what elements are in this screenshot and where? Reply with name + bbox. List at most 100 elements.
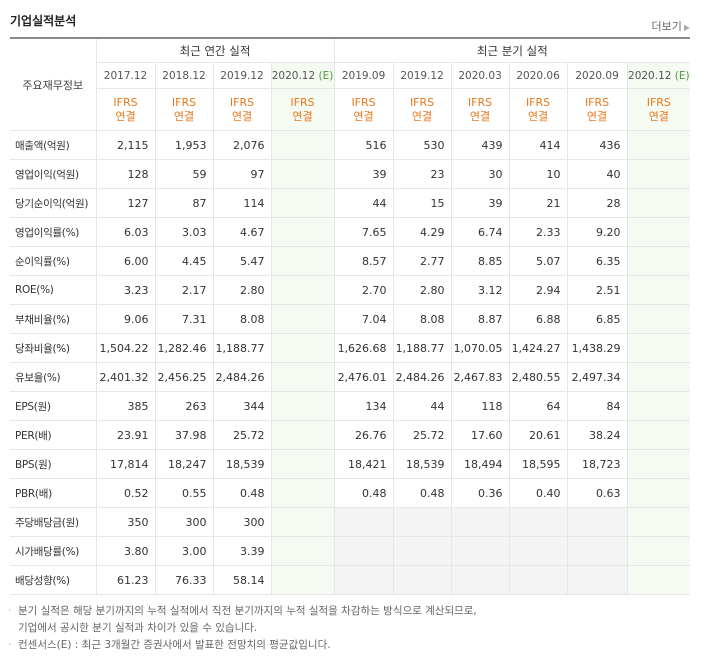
cell: 97 xyxy=(212,159,272,189)
row-label: 당기순이익(억원) xyxy=(10,188,97,218)
standard: IFRS xyxy=(646,95,671,109)
cell: 8.85 xyxy=(450,246,510,276)
standard: 연결 xyxy=(173,109,195,123)
cell: 87 xyxy=(154,188,214,218)
cell: 2,401.32 xyxy=(95,362,156,392)
cell: 0.36 xyxy=(450,478,510,508)
empty-cell xyxy=(626,420,691,450)
empty-cell xyxy=(626,130,691,160)
estimate-mark: (E) xyxy=(674,69,690,82)
data-row: 매출액(억원) 2,115 1,953 2,076 516 530 439 414 436 xyxy=(10,130,691,160)
empty-cell xyxy=(566,507,628,537)
standard: 연결 xyxy=(115,109,136,123)
cell: 38.24 xyxy=(566,420,628,450)
cell: 5.47 xyxy=(212,246,272,276)
cell: 6.74 xyxy=(450,217,510,247)
cell: 26.76 xyxy=(333,420,394,450)
cell: 0.55 xyxy=(154,478,214,508)
empty-cell xyxy=(270,507,335,537)
period-header: 2017.12 xyxy=(96,62,156,89)
standard-header: IFRS 연결 xyxy=(96,88,156,131)
empty-cell xyxy=(270,275,335,305)
cell: 18,421 xyxy=(333,449,394,479)
standard-header: IFRS 연결 xyxy=(626,88,691,131)
cell: 3.03 xyxy=(154,217,214,247)
period: 2020.03 xyxy=(458,69,502,82)
cell: 18,247 xyxy=(154,449,214,479)
cell: 28 xyxy=(566,188,628,218)
empty-cell xyxy=(450,507,510,537)
cell: 23 xyxy=(392,159,452,189)
empty-cell xyxy=(392,536,452,566)
more-text[interactable]: 더보기 xyxy=(651,20,682,33)
period-header: 2020.06 xyxy=(508,62,568,89)
empty-cell xyxy=(270,478,335,508)
empty-cell xyxy=(626,246,691,276)
row-label: 당좌비율(%) xyxy=(10,333,97,363)
cell: 127 xyxy=(95,188,156,218)
cell: 61.23 xyxy=(95,565,156,595)
header-row: 2017.12 2018.12 2019.12 2020.12 (E) 2019.09 2… xyxy=(10,62,691,89)
standard-header: IFRS 연결 xyxy=(212,88,272,131)
cell: 40 xyxy=(566,159,628,189)
cell: 530 xyxy=(392,130,452,160)
standard: IFRS xyxy=(525,95,551,109)
cell: 3.12 xyxy=(450,275,510,305)
performance-table: 주요재무정보 최근 연간 실적 최근 분기 실적 2017.12 2018.12 2019… xyxy=(10,37,691,595)
cell: 8.08 xyxy=(212,304,272,334)
cell: 25.72 xyxy=(212,420,272,450)
standard-header: IFRS 연결 xyxy=(392,88,452,131)
cell: 2,480.55 xyxy=(508,362,568,392)
cell: 10 xyxy=(508,159,568,189)
period-header: 2018.12 xyxy=(154,62,214,89)
cell: 350 xyxy=(95,507,156,537)
cell: 3.39 xyxy=(212,536,272,566)
period-header: 2020.03 xyxy=(450,62,510,89)
data-row: 시가배당률(%) 3.80 3.00 3.39 xyxy=(10,536,691,566)
cell: 2,497.34 xyxy=(566,362,628,392)
empty-cell xyxy=(270,362,335,392)
empty-cell xyxy=(270,217,335,247)
cell: 0.48 xyxy=(212,478,272,508)
empty-cell xyxy=(333,536,394,566)
cell: 1,188.77 xyxy=(392,333,452,363)
cell: 385 xyxy=(95,391,156,421)
cell: 84 xyxy=(566,391,628,421)
standard-header: IFRS 연결 xyxy=(566,88,628,131)
cell: 64 xyxy=(508,391,568,421)
empty-cell xyxy=(450,536,510,566)
cell: 2.17 xyxy=(154,275,214,305)
cell: 2,484.26 xyxy=(212,362,272,392)
cell: 8.87 xyxy=(450,304,510,334)
more-link[interactable]: 더보기 ▶ xyxy=(651,20,690,33)
cell: 134 xyxy=(333,391,394,421)
cell: 118 xyxy=(450,391,510,421)
cell: 3.23 xyxy=(95,275,156,305)
cell: 23.91 xyxy=(95,420,156,450)
period: 2019.12 xyxy=(220,69,264,82)
cell: 7.04 xyxy=(333,304,394,334)
cell: 1,282.46 xyxy=(154,333,214,363)
row-label: 주당배당금(원) xyxy=(10,507,97,537)
standard: 연결 xyxy=(469,109,491,123)
cell: 76.33 xyxy=(154,565,214,595)
cell: 30 xyxy=(450,159,510,189)
row-label: 매출액(억원) xyxy=(10,130,97,160)
note-text: 분기 실적은 해당 분기까지의 누적 실적에서 직전 분기까지의 누적 실적을 … xyxy=(18,605,477,617)
period-header: 2020.12 (E) xyxy=(626,62,691,89)
cell: 39 xyxy=(450,188,510,218)
empty-cell xyxy=(508,536,568,566)
cell: 3.80 xyxy=(95,536,156,566)
empty-cell xyxy=(626,536,691,566)
row-label: PER(배) xyxy=(10,420,97,450)
cell: 263 xyxy=(154,391,214,421)
cell: 8.57 xyxy=(333,246,394,276)
cell: 44 xyxy=(392,391,452,421)
data-row: EPS(원) 385 263 344 134 44 118 64 84 xyxy=(10,391,691,421)
cell: 2.80 xyxy=(212,275,272,305)
standard: IFRS xyxy=(290,95,315,109)
standard: IFRS xyxy=(409,95,435,109)
cell: 300 xyxy=(154,507,214,537)
note-line: 기업에서 공시한 분기 실적과 차이가 있을 수 있습니다. xyxy=(8,620,477,637)
standard-header: IFRS 연결 xyxy=(154,88,214,131)
